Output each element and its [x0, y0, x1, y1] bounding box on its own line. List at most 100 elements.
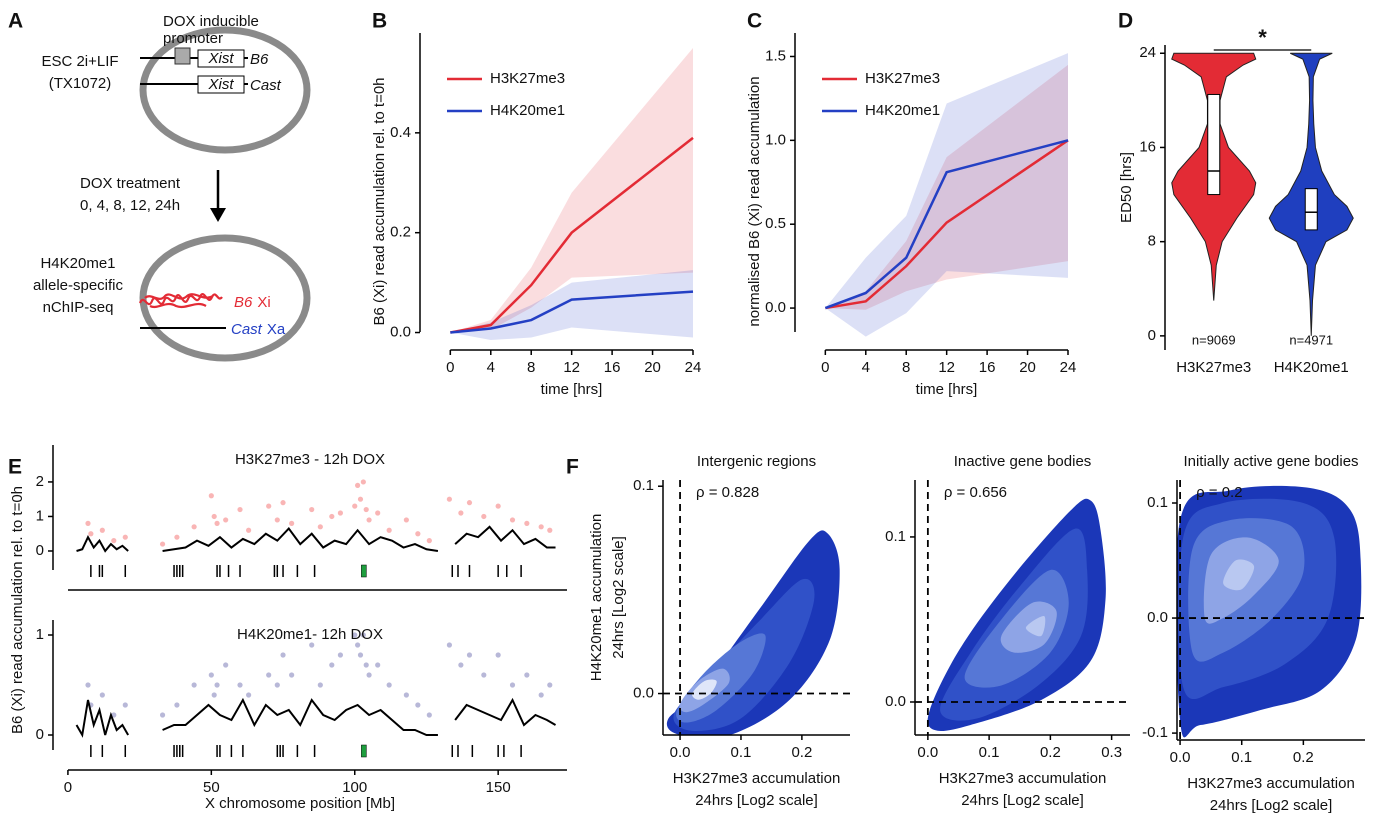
point — [495, 503, 501, 509]
point — [208, 672, 214, 678]
treatment: 0, 4, 8, 12, 24h — [80, 197, 180, 214]
x-tick-label: 0.0 — [1170, 749, 1191, 766]
point — [85, 520, 91, 526]
x-tick-label: 0.1 — [731, 744, 752, 761]
xi-label: B6 Xi — [234, 294, 271, 311]
panel-label: D — [1118, 10, 1133, 33]
panel-title: Initially active gene bodies — [1183, 453, 1358, 470]
x-tick-label: 4 — [487, 359, 495, 376]
legend-label: H4K20me1 — [490, 102, 565, 119]
diagram: ESC 2i+LIF (TX1072) DOX inducible promot… — [33, 13, 311, 362]
point — [174, 702, 180, 708]
x-tick-label: 4 — [862, 359, 870, 376]
point — [223, 662, 229, 668]
point — [99, 692, 105, 698]
y-axis-label: normalised B6 (Xi) read accumulation — [746, 76, 763, 326]
allele: B6 — [234, 294, 253, 311]
promoter-label: promoter — [163, 30, 223, 47]
density-plot — [666, 530, 840, 735]
x-tick-label: 16 — [979, 359, 996, 376]
point — [88, 531, 94, 537]
x-tick-label: 24 — [685, 359, 702, 376]
xa-label: Cast Xa — [231, 321, 286, 338]
promoter-box — [174, 47, 191, 65]
confidence-band — [825, 64, 1068, 310]
legend-label: H3K27me3 — [490, 70, 565, 87]
x-axis-label: H3K27me3 accumulation — [673, 770, 841, 787]
trend-line — [454, 697, 557, 727]
allele: B6 — [250, 51, 269, 68]
xi: Xi — [257, 294, 270, 311]
x-axis-label: 24hrs [Log2 scale] — [1210, 797, 1333, 813]
trend-line — [75, 699, 130, 738]
panel-label: A — [8, 10, 23, 33]
point — [246, 692, 252, 698]
panel-title: Intergenic regions — [697, 453, 816, 470]
significance: * — [1258, 25, 1267, 50]
point — [337, 652, 344, 658]
x-tick-label: H3K27me3 — [1176, 359, 1251, 376]
panel-title: H4K20me1- 12h DOX — [237, 626, 383, 643]
panel-title: H3K27me3 - 12h DOX — [235, 451, 385, 468]
point — [159, 712, 166, 718]
x-tick-label: 0.1 — [1231, 749, 1252, 766]
y-axis-label: 24hrs [Log2 scale] — [610, 536, 627, 659]
legend-label: H3K27me3 — [865, 70, 940, 87]
point — [547, 527, 553, 533]
x-tick-label: 0.3 — [1101, 744, 1122, 761]
x-tick-label: 0.2 — [1040, 744, 1061, 761]
point — [99, 527, 105, 533]
x-tick-label: 0.2 — [1293, 749, 1314, 766]
point — [386, 682, 392, 688]
y-tick-label: 1 — [36, 626, 44, 643]
y-tick-label: 0.1 — [633, 477, 654, 494]
x-tick-label: 20 — [644, 359, 661, 376]
density-plot — [1177, 485, 1362, 738]
confidence-band — [450, 47, 693, 333]
point — [317, 524, 323, 530]
n-label: n=9069 — [1192, 332, 1236, 347]
point — [360, 479, 366, 485]
treatment: DOX treatment — [80, 175, 181, 192]
y-tick-label: 1 — [36, 507, 44, 524]
point — [317, 682, 323, 688]
point — [246, 527, 252, 533]
gene: Xist — [207, 76, 234, 93]
assay: allele-specific — [33, 277, 124, 294]
point — [415, 531, 421, 537]
legend-label: H4K20me1 — [865, 102, 940, 119]
x-tick-label: 100 — [342, 779, 367, 796]
panel-label: F — [566, 456, 579, 479]
point — [538, 524, 544, 530]
line — [825, 139, 1069, 310]
panel-label: E — [8, 456, 22, 479]
point — [355, 642, 361, 648]
point — [375, 662, 381, 668]
point — [466, 500, 473, 506]
x-tick-label: 0 — [64, 779, 72, 796]
point — [509, 682, 516, 688]
point — [446, 642, 452, 648]
box — [1207, 93, 1221, 196]
point — [309, 506, 315, 513]
point — [237, 682, 243, 688]
point — [538, 692, 544, 698]
x-axis-label: time [hrs] — [541, 381, 603, 398]
panel-label: B — [372, 10, 387, 33]
point — [386, 527, 392, 533]
point — [191, 524, 197, 530]
density-plot — [927, 498, 1106, 732]
point — [266, 503, 272, 509]
assay: nChIP-seq — [43, 299, 114, 316]
y-tick-label: 0 — [1148, 327, 1156, 344]
point — [458, 510, 464, 516]
x-axis-label: H3K27me3 accumulation — [1187, 775, 1355, 792]
confidence-band — [450, 270, 693, 341]
point — [85, 682, 91, 688]
point — [337, 510, 344, 516]
point — [214, 520, 220, 526]
x-tick-label: H4K20me1 — [1274, 359, 1349, 376]
point — [214, 682, 220, 688]
cell-line: ESC 2i+LIF — [41, 53, 118, 70]
